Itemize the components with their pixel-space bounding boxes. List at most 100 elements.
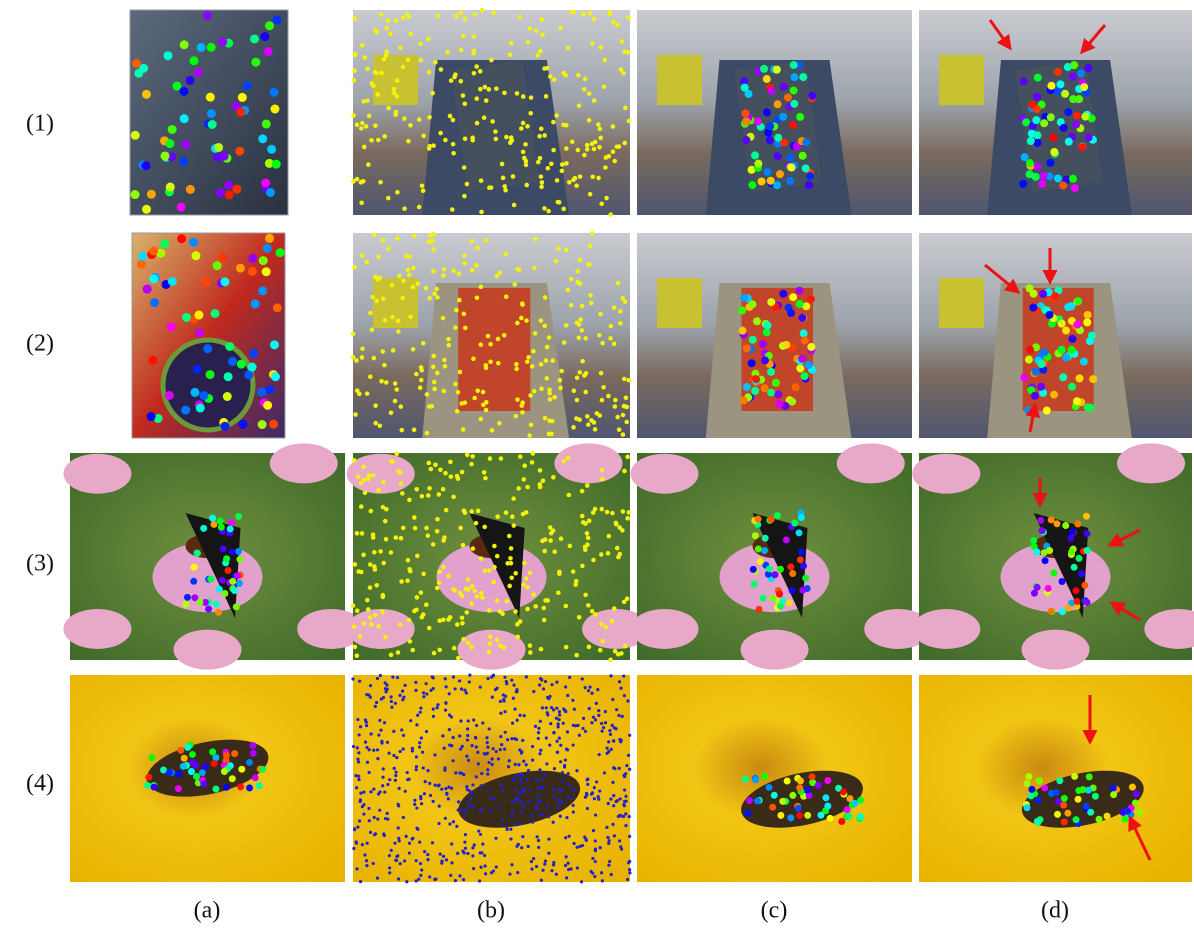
keypoint (1088, 331, 1096, 339)
keypoint (495, 598, 500, 603)
keypoint (1080, 358, 1088, 366)
keypoint (1077, 70, 1085, 78)
keypoint (500, 162, 505, 167)
keypoint (184, 594, 191, 601)
keypoint (597, 709, 600, 712)
keypoint (535, 779, 538, 782)
keypoint (771, 792, 778, 799)
flower (741, 630, 809, 670)
keypoint (567, 493, 572, 498)
keypoint (397, 877, 400, 880)
keypoint (613, 404, 618, 409)
keypoint (149, 274, 158, 283)
keypoint (414, 689, 417, 692)
keypoint (425, 431, 430, 436)
keypoint (215, 609, 222, 616)
keypoint (373, 816, 376, 819)
keypoint (402, 206, 407, 211)
keypoint (376, 488, 381, 493)
keypoint (537, 846, 540, 849)
keypoint (571, 699, 574, 702)
keypoint (459, 719, 462, 722)
keypoint (463, 851, 466, 854)
keypoint (510, 737, 513, 740)
keypoint (239, 420, 248, 429)
figure: (1) (2) (3) (4) (a) (b) (c) (d) (0, 0, 1194, 939)
keypoint (603, 625, 608, 630)
keypoint (385, 18, 390, 23)
keypoint (593, 427, 598, 432)
keypoint (784, 93, 792, 101)
keypoint (499, 735, 502, 738)
keypoint (399, 862, 402, 865)
keypoint (1065, 138, 1073, 146)
keypoint (623, 788, 626, 791)
keypoint (479, 285, 484, 290)
keypoint (491, 757, 494, 760)
keypoint (373, 421, 378, 426)
keypoint (487, 789, 490, 792)
keypoint (273, 303, 282, 312)
keypoint (265, 234, 274, 243)
keypoint (522, 463, 527, 468)
keypoint (1073, 587, 1080, 594)
keypoint (434, 784, 437, 787)
keypoint (520, 410, 525, 415)
keypoint (1069, 175, 1077, 183)
keypoint (511, 174, 516, 179)
keypoint (457, 271, 462, 276)
keypoint (521, 790, 524, 793)
keypoint (491, 10, 496, 15)
keypoint (472, 12, 477, 17)
keypoint (591, 857, 594, 860)
keypoint (1028, 792, 1035, 799)
keypoint (791, 520, 798, 527)
keypoint (1026, 159, 1034, 167)
keypoint (229, 775, 236, 782)
keypoint (533, 331, 538, 336)
keypoint (550, 869, 553, 872)
keypoint (1034, 162, 1042, 170)
keypoint (397, 826, 400, 829)
keypoint (209, 515, 216, 522)
keypoint (420, 183, 425, 188)
keypoint (469, 601, 474, 606)
keypoint (418, 42, 423, 47)
keypoint (144, 782, 151, 789)
keypoint (365, 598, 370, 603)
keypoint (563, 604, 568, 609)
keypoint (1045, 585, 1052, 592)
keypoint (186, 185, 195, 194)
keypoint (386, 818, 389, 821)
keypoint (408, 842, 411, 845)
keypoint (453, 325, 458, 330)
flower (347, 609, 415, 649)
keypoint (194, 550, 201, 557)
keypoint (592, 17, 597, 22)
keypoint (235, 513, 242, 520)
keypoint (207, 43, 216, 52)
keypoint (548, 525, 553, 530)
keypoint (421, 751, 424, 754)
keypoint (1061, 90, 1069, 98)
keypoint (541, 478, 546, 483)
keypoint (628, 871, 631, 874)
keypoint (236, 108, 245, 117)
keypoint (763, 321, 771, 329)
keypoint (361, 843, 364, 846)
keypoint (435, 529, 440, 534)
keypoint (372, 749, 375, 752)
keypoint (471, 51, 476, 56)
keypoint (802, 138, 810, 146)
keypoint (1073, 397, 1081, 405)
keypoint (599, 622, 604, 627)
keypoint (439, 853, 442, 856)
keypoint (1024, 780, 1031, 787)
keypoint (225, 190, 234, 199)
keypoint (229, 549, 236, 556)
keypoint (582, 373, 587, 378)
keypoint (267, 145, 276, 154)
keypoint (501, 819, 504, 822)
keypoint (588, 192, 593, 197)
keypoint (384, 380, 389, 385)
